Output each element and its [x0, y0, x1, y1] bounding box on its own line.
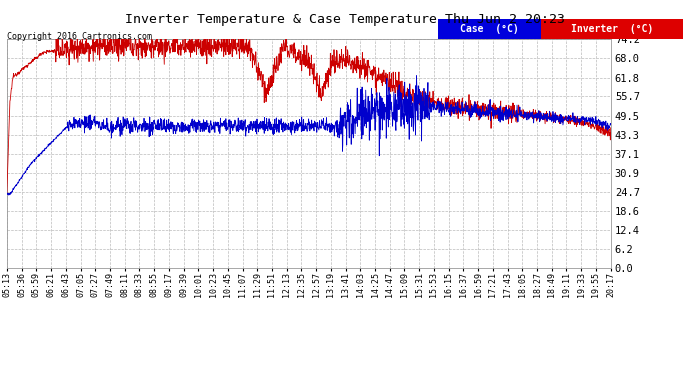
Text: Case  (°C): Case (°C): [460, 24, 519, 34]
Bar: [438, 19, 541, 39]
Bar: [541, 19, 683, 39]
Text: Inverter  (°C): Inverter (°C): [571, 24, 653, 34]
Text: Inverter Temperature & Case Temperature Thu Jun 2 20:23: Inverter Temperature & Case Temperature …: [125, 13, 565, 26]
Text: Copyright 2016 Cartronics.com: Copyright 2016 Cartronics.com: [7, 32, 152, 41]
